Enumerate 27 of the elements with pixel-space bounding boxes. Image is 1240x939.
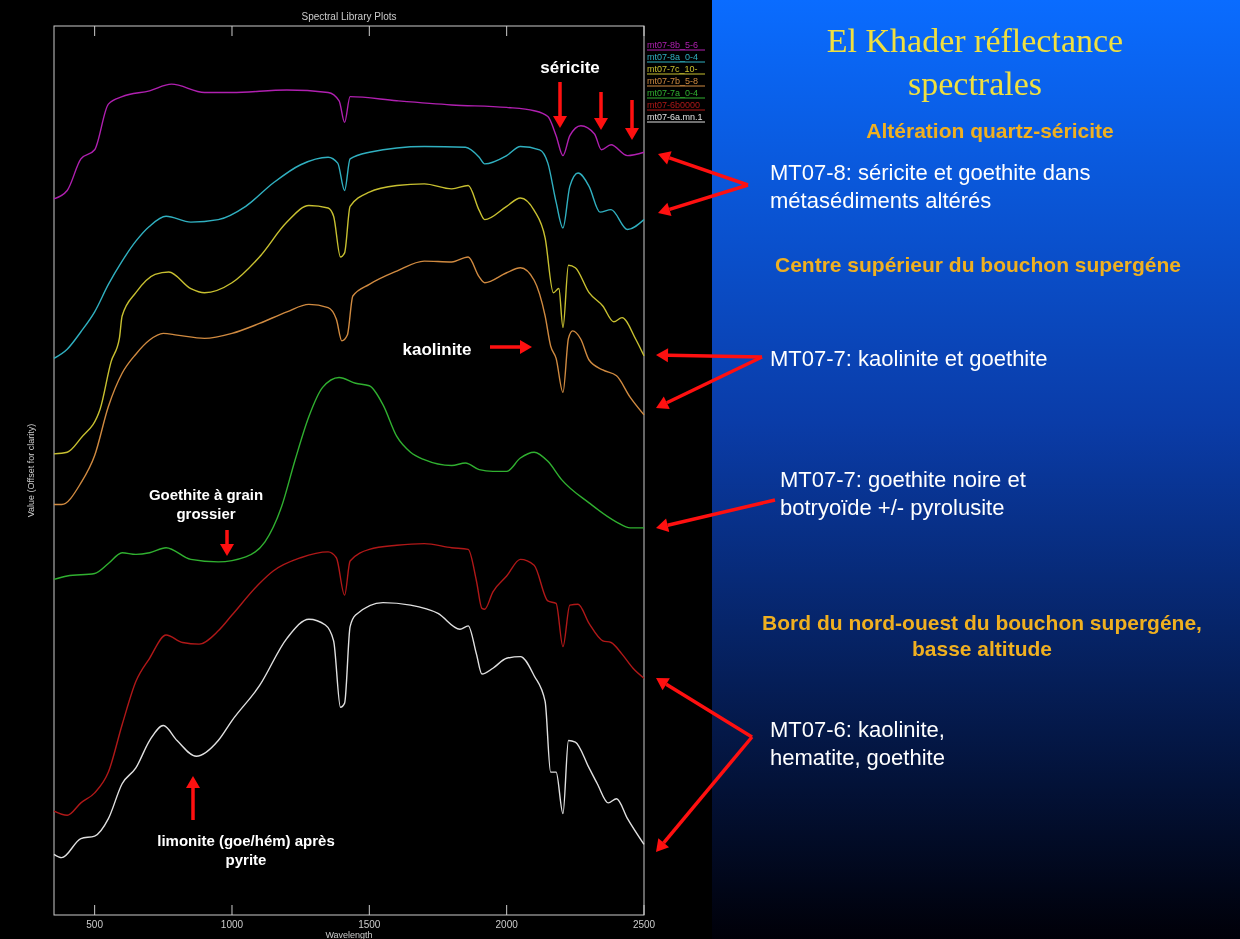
text: mt07-6b0000: [647, 100, 701, 110]
x-tick-label: 2000: [495, 919, 519, 930]
annotation: Goethite à grain grossier: [148, 486, 264, 522]
text: mt07-7b_5-8: [647, 76, 699, 86]
text: mt07-7a_0-4: [647, 88, 699, 98]
annotation: kaolinite: [402, 340, 472, 359]
text: Centre supérieur du bouchon supergéne: [774, 253, 1182, 276]
x-axis-title: Wavelength: [325, 930, 373, 939]
text: El Khader réflectance spectrales: [826, 22, 1124, 102]
y-axis-title: Value (Offset for clarity): [26, 423, 36, 518]
text: mt07-6a.mn.1: [647, 112, 703, 122]
text: mt07-8b_5-6: [647, 40, 699, 50]
text: MT07-7: goethite noire et botryoïde +/- pyrolusite: [780, 467, 1026, 520]
x-tick-label: 1000: [220, 919, 244, 930]
text: Altération quartz-séricite: [866, 119, 1114, 142]
text: MT07-7: kaolinite et goethite: [770, 346, 1048, 371]
text: séricite: [540, 58, 600, 77]
x-tick-label: 2500: [632, 919, 656, 930]
x-tick-label: 1500: [358, 919, 381, 930]
chart-title: Spectral Library Plots: [301, 11, 397, 22]
text: mt07-7c_10-: [647, 64, 698, 74]
x-tick-label: 500: [86, 919, 104, 930]
annotation: limonite (goe/hém) après pyrite: [157, 832, 335, 868]
text: MT07-6: kaolinite, hematite, goethite: [770, 717, 945, 770]
text: mt07-8a_0-4: [647, 52, 699, 62]
text: MT07-8: séricite et goethite dans métasédiments altérés: [770, 160, 1091, 213]
text: Bord du nord-ouest du bouchon supergéne, basse altitude: [762, 611, 1202, 661]
